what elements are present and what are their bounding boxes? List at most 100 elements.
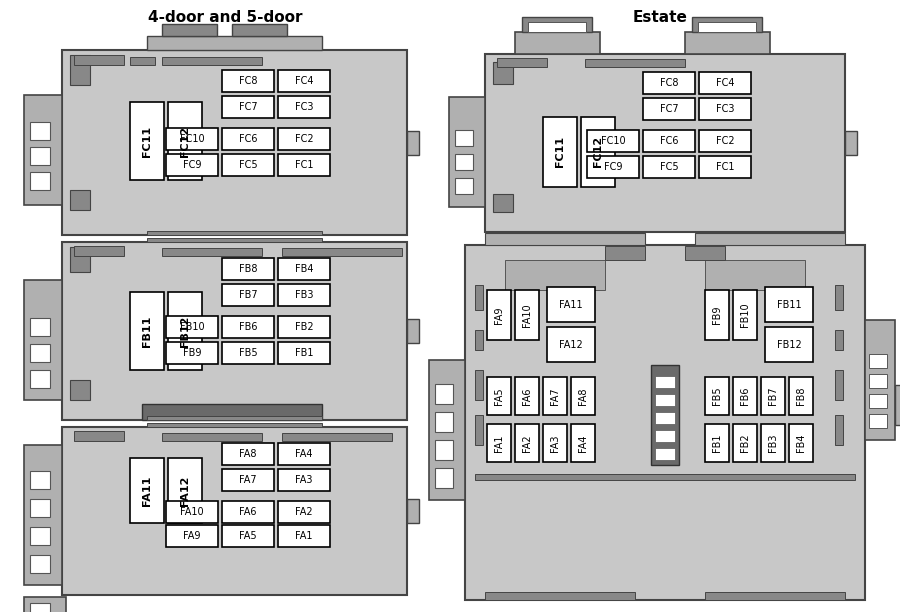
- Bar: [515, 32, 600, 54]
- Bar: [222, 525, 274, 547]
- Bar: [493, 194, 513, 212]
- Text: FC12: FC12: [180, 125, 190, 157]
- Text: FA1: FA1: [494, 435, 504, 452]
- Bar: [699, 156, 751, 178]
- Text: FC4: FC4: [716, 78, 734, 88]
- Bar: [278, 284, 330, 306]
- Bar: [30, 318, 50, 336]
- Text: FA3: FA3: [295, 475, 313, 485]
- Text: FA5: FA5: [239, 531, 256, 541]
- Bar: [30, 527, 50, 545]
- Bar: [282, 433, 392, 441]
- Bar: [70, 247, 90, 272]
- Bar: [435, 468, 453, 488]
- Text: FA9: FA9: [184, 531, 201, 541]
- Text: FA10: FA10: [180, 507, 203, 517]
- Bar: [581, 117, 615, 187]
- Bar: [543, 424, 567, 462]
- Bar: [789, 424, 813, 462]
- Bar: [62, 50, 407, 235]
- Bar: [643, 72, 695, 94]
- Bar: [655, 430, 675, 442]
- Text: FB10: FB10: [740, 303, 750, 327]
- Bar: [24, 95, 62, 205]
- Bar: [705, 290, 729, 340]
- Text: FB6: FB6: [740, 387, 750, 405]
- Bar: [493, 62, 513, 84]
- Bar: [455, 178, 473, 194]
- Text: FB8: FB8: [238, 264, 257, 274]
- Bar: [705, 260, 805, 290]
- Bar: [278, 96, 330, 118]
- Bar: [587, 156, 639, 178]
- Bar: [505, 260, 605, 290]
- Text: FB12: FB12: [180, 315, 190, 346]
- Bar: [30, 471, 50, 489]
- Bar: [168, 102, 202, 180]
- Bar: [865, 320, 895, 440]
- Bar: [70, 380, 90, 400]
- Bar: [278, 443, 330, 465]
- Text: FC9: FC9: [183, 160, 202, 170]
- Bar: [655, 394, 675, 406]
- Bar: [278, 525, 330, 547]
- Text: FA12: FA12: [559, 340, 583, 349]
- Bar: [605, 246, 645, 260]
- Text: FA4: FA4: [295, 449, 313, 459]
- Bar: [30, 122, 50, 140]
- Text: FA9: FA9: [494, 306, 504, 324]
- Bar: [643, 98, 695, 120]
- Bar: [62, 242, 407, 420]
- Text: FC2: FC2: [716, 136, 734, 146]
- Text: FC8: FC8: [660, 78, 679, 88]
- Bar: [571, 377, 595, 415]
- Bar: [147, 238, 322, 242]
- Bar: [515, 377, 539, 415]
- Bar: [130, 57, 155, 65]
- Bar: [30, 555, 50, 573]
- Bar: [74, 55, 124, 65]
- Bar: [278, 128, 330, 150]
- Bar: [162, 433, 262, 441]
- Text: FA3: FA3: [550, 435, 560, 452]
- Bar: [168, 292, 202, 370]
- Bar: [699, 98, 751, 120]
- Bar: [845, 131, 857, 155]
- Bar: [70, 190, 90, 210]
- Bar: [162, 24, 217, 36]
- Text: FB7: FB7: [768, 387, 778, 405]
- Text: FC7: FC7: [660, 104, 679, 114]
- Bar: [869, 354, 887, 368]
- Text: FB11: FB11: [142, 315, 152, 346]
- Bar: [655, 412, 675, 424]
- Bar: [166, 501, 218, 523]
- Bar: [278, 258, 330, 280]
- Bar: [162, 248, 262, 256]
- Bar: [222, 443, 274, 465]
- Text: FA1: FA1: [295, 531, 313, 541]
- Bar: [835, 415, 843, 445]
- Bar: [222, 342, 274, 364]
- Bar: [571, 424, 595, 462]
- Bar: [278, 469, 330, 491]
- Text: FA11: FA11: [142, 476, 152, 506]
- Bar: [278, 154, 330, 176]
- Bar: [429, 360, 465, 500]
- Bar: [515, 290, 539, 340]
- Text: FA8: FA8: [239, 449, 256, 459]
- Text: FC12: FC12: [593, 136, 603, 168]
- Bar: [869, 374, 887, 388]
- Text: FC6: FC6: [660, 136, 679, 146]
- Bar: [30, 172, 50, 190]
- Bar: [528, 22, 586, 32]
- Bar: [449, 97, 485, 207]
- Text: FA7: FA7: [550, 387, 560, 405]
- Bar: [475, 415, 483, 445]
- Bar: [24, 445, 62, 585]
- Text: FA5: FA5: [494, 387, 504, 405]
- Bar: [30, 603, 50, 612]
- Bar: [465, 245, 865, 600]
- Bar: [585, 59, 685, 67]
- Bar: [869, 394, 887, 408]
- Bar: [789, 377, 813, 415]
